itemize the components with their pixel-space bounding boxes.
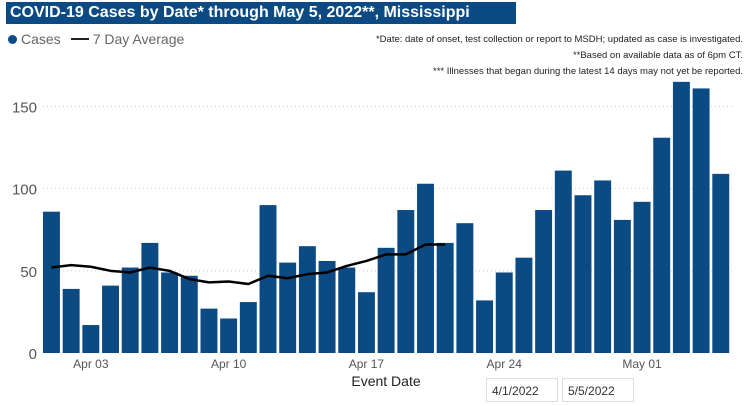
y-tick-label: 100 (12, 182, 37, 199)
bar-2022-04-06 (141, 242, 159, 353)
bar-2022-04-21 (436, 242, 454, 353)
bar-2022-04-16 (338, 267, 356, 353)
bar-2022-04-14 (298, 246, 316, 353)
legend-cases[interactable]: Cases (21, 31, 61, 47)
bar-2022-05-03 (672, 81, 690, 353)
bar-2022-04-07 (161, 272, 179, 353)
note-3: *** Illnesses that began during the late… (433, 66, 743, 77)
bar-2022-05-02 (653, 137, 671, 353)
bar-2022-05-04 (692, 88, 710, 353)
x-tick-label: Apr 10 (211, 357, 247, 371)
x-tick-label: May 01 (622, 357, 662, 371)
bar-2022-04-13 (279, 262, 297, 353)
bar-2022-04-27 (554, 170, 572, 353)
bar-2022-04-30 (613, 219, 631, 353)
y-tick-label: 50 (20, 264, 37, 281)
bar-2022-04-26 (535, 210, 553, 353)
end-date-input[interactable]: 5/5/2022 (562, 378, 634, 402)
bar-2022-04-18 (377, 247, 395, 353)
legend-avg[interactable]: 7 Day Average (92, 31, 185, 47)
bar-2022-04-29 (594, 180, 612, 353)
bar-2022-04-20 (417, 183, 434, 353)
y-tick-label: 0 (29, 346, 37, 363)
x-axis-title: Event Date (351, 373, 420, 389)
y-tick-label: 150 (12, 100, 37, 117)
avg-legend-marker (70, 38, 89, 40)
bar-2022-04-12 (259, 205, 277, 353)
start-date-input[interactable]: 4/1/2022 (486, 378, 558, 402)
x-tick-label: Apr 17 (349, 357, 385, 371)
cases-legend-marker (8, 34, 17, 44)
bar-2022-04-23 (476, 300, 494, 353)
note-1: *Date: date of onset, test collection or… (375, 34, 743, 45)
bar-2022-04-28 (574, 195, 592, 353)
bar-2022-04-25 (515, 257, 533, 353)
bar-2022-04-09 (200, 308, 218, 353)
bar-2022-04-01 (43, 211, 60, 353)
bar-2022-04-04 (102, 285, 119, 353)
legend: Cases 7 Day Average (8, 31, 184, 47)
chart-title: COVID-19 Cases by Date* through May 5, 2… (6, 2, 516, 24)
bar-2022-04-11 (239, 302, 257, 353)
bar-2022-04-22 (456, 223, 474, 353)
bar-2022-05-01 (633, 201, 651, 353)
bar-2022-05-05 (712, 173, 730, 353)
note-2: **Based on available data as of 6pm CT. (572, 50, 743, 61)
bar-2022-04-15 (318, 260, 336, 353)
x-tick-label: Apr 24 (487, 357, 523, 371)
avg-line (51, 243, 446, 286)
bar-2022-04-24 (495, 272, 513, 353)
bar-2022-04-17 (357, 292, 375, 353)
bar-2022-04-10 (220, 318, 238, 353)
bar-2022-04-03 (82, 325, 100, 353)
bar-2022-04-02 (62, 288, 80, 353)
bar-2022-04-19 (397, 210, 415, 353)
bar-2022-04-05 (121, 267, 139, 353)
bar-2022-04-08 (180, 275, 198, 353)
x-tick-label: Apr 03 (73, 357, 109, 371)
